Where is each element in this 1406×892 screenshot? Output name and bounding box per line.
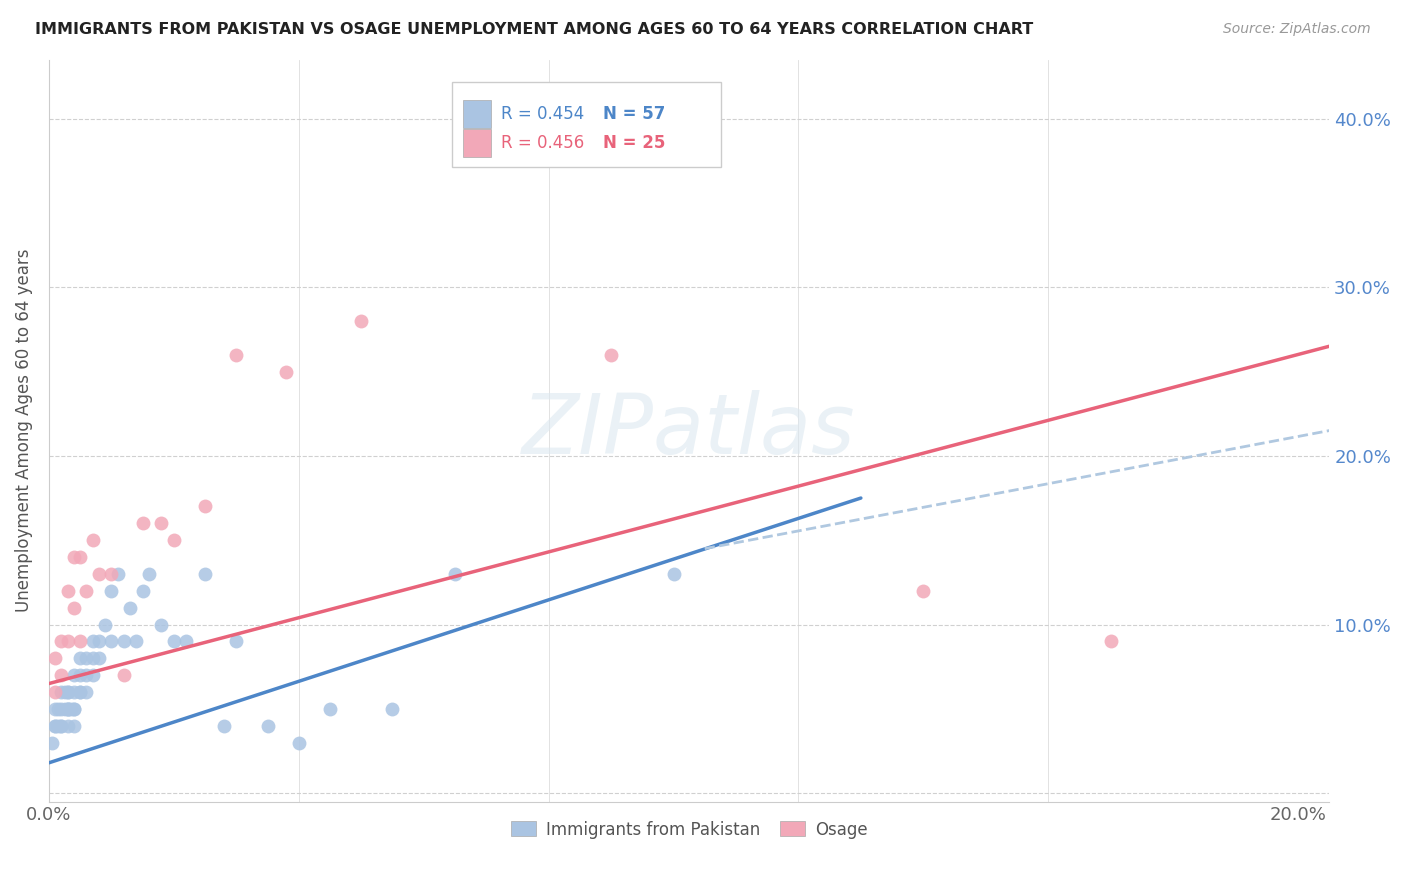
Point (53, 685, 76, 699)
Point (125, 634, 148, 648)
Point (51, 702, 73, 716)
Point (82, 533, 104, 548)
Text: R = 0.456: R = 0.456 (501, 135, 583, 153)
Point (1099, 634, 1122, 648)
Point (51, 719, 73, 733)
FancyBboxPatch shape (463, 129, 491, 157)
Point (319, 702, 342, 716)
Point (44, 719, 66, 733)
Legend: Immigrants from Pakistan, Osage: Immigrants from Pakistan, Osage (503, 814, 875, 846)
Point (56, 685, 79, 699)
Point (120, 600, 142, 615)
FancyBboxPatch shape (463, 100, 491, 128)
Point (100, 634, 122, 648)
Point (69, 550, 91, 565)
Point (150, 617, 173, 632)
Point (56, 702, 79, 716)
Y-axis label: Unemployment Among Ages 60 to 64 years: Unemployment Among Ages 60 to 64 years (15, 249, 32, 612)
Point (44, 685, 66, 699)
Point (194, 500, 217, 514)
Text: R = 0.454: R = 0.454 (501, 105, 583, 123)
Point (41, 735, 63, 749)
Point (131, 583, 153, 598)
Point (138, 566, 160, 581)
Point (69, 634, 91, 648)
Point (176, 634, 198, 648)
Point (44, 702, 66, 716)
Point (51, 634, 73, 648)
Point (56, 702, 79, 716)
Point (212, 719, 235, 733)
Point (112, 634, 135, 648)
Point (75, 583, 97, 598)
Point (87, 566, 110, 581)
Point (163, 634, 186, 648)
Point (100, 583, 122, 598)
Point (276, 365, 298, 379)
Point (82, 634, 104, 648)
Point (63, 702, 86, 716)
Text: Source: ZipAtlas.com: Source: ZipAtlas.com (1223, 22, 1371, 37)
Point (82, 668, 104, 682)
Point (51, 685, 73, 699)
Point (225, 634, 247, 648)
Point (75, 651, 97, 665)
Point (44, 651, 66, 665)
Point (69, 668, 91, 682)
Point (163, 533, 186, 548)
Point (94, 617, 117, 632)
Point (288, 735, 311, 749)
Point (225, 348, 247, 362)
Point (912, 583, 935, 598)
Point (46, 702, 69, 716)
Point (107, 566, 129, 581)
Point (56, 685, 79, 699)
Point (112, 668, 135, 682)
FancyBboxPatch shape (453, 82, 721, 167)
Point (63, 719, 86, 733)
Point (63, 702, 86, 716)
Point (600, 348, 623, 362)
Point (444, 566, 467, 581)
Point (82, 651, 104, 665)
Point (63, 600, 86, 615)
Point (53, 702, 76, 716)
Point (194, 566, 217, 581)
Point (56, 583, 79, 598)
Point (69, 651, 91, 665)
Point (150, 516, 173, 531)
Point (44, 719, 66, 733)
Point (75, 685, 97, 699)
Point (69, 685, 91, 699)
Text: N = 57: N = 57 (603, 105, 665, 123)
Point (56, 719, 79, 733)
Point (69, 685, 91, 699)
Point (51, 719, 73, 733)
Point (59, 702, 82, 716)
Text: ZIPatlas: ZIPatlas (522, 390, 856, 471)
Point (662, 566, 685, 581)
Point (75, 668, 97, 682)
Point (63, 668, 86, 682)
Point (350, 314, 373, 328)
Text: N = 25: N = 25 (603, 135, 665, 153)
Point (100, 566, 122, 581)
Point (63, 550, 86, 565)
Point (87, 634, 110, 648)
Point (131, 516, 153, 531)
Point (256, 719, 278, 733)
Text: IMMIGRANTS FROM PAKISTAN VS OSAGE UNEMPLOYMENT AMONG AGES 60 TO 64 YEARS CORRELA: IMMIGRANTS FROM PAKISTAN VS OSAGE UNEMPL… (35, 22, 1033, 37)
Point (87, 651, 110, 665)
Point (56, 702, 79, 716)
Point (51, 668, 73, 682)
Point (63, 685, 86, 699)
Point (381, 702, 404, 716)
Point (46, 719, 69, 733)
Point (56, 634, 79, 648)
